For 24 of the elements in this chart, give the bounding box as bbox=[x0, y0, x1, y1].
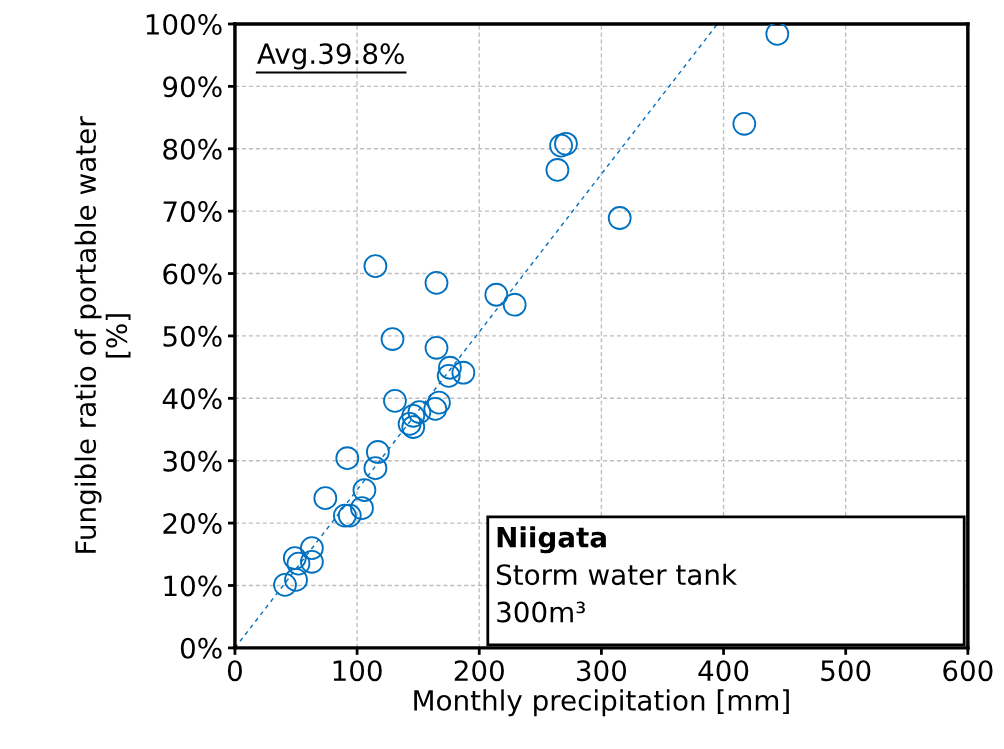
annotation: Avg.39.8% bbox=[257, 43, 404, 70]
y-tick-label: 80% bbox=[163, 138, 222, 160]
x-axis-title: Monthly precipitation [mm] bbox=[414, 689, 789, 717]
x-tick-label: 100 bbox=[333, 660, 382, 682]
annotation: Storm water tank bbox=[496, 563, 737, 586]
y-axis-title: Fungible ratio of portable water [%] bbox=[74, 116, 131, 553]
y-tick-label: 10% bbox=[164, 575, 222, 597]
y-tick-label: 90% bbox=[163, 76, 222, 98]
x-tick-label: 600 bbox=[943, 660, 993, 682]
y-tick-label: 70% bbox=[163, 201, 222, 223]
y-tick-label: 50% bbox=[163, 325, 222, 347]
y-tick-label: 60% bbox=[163, 263, 222, 285]
annotation: Niigata bbox=[497, 526, 606, 554]
y-tick-label: 20% bbox=[163, 513, 222, 535]
x-tick-label: 0 bbox=[227, 660, 242, 682]
x-tick-label: 500 bbox=[821, 660, 871, 682]
x-tick-label: 200 bbox=[454, 660, 504, 682]
x-tick-label: 300 bbox=[577, 660, 627, 682]
annotation: 300m³ bbox=[497, 601, 585, 623]
x-tick-label: 400 bbox=[698, 660, 749, 682]
y-tick-label: 100% bbox=[146, 13, 222, 35]
y-tick-label: 0% bbox=[180, 637, 222, 659]
y-tick-label: 30% bbox=[163, 450, 222, 472]
y-tick-label: 40% bbox=[162, 388, 222, 410]
